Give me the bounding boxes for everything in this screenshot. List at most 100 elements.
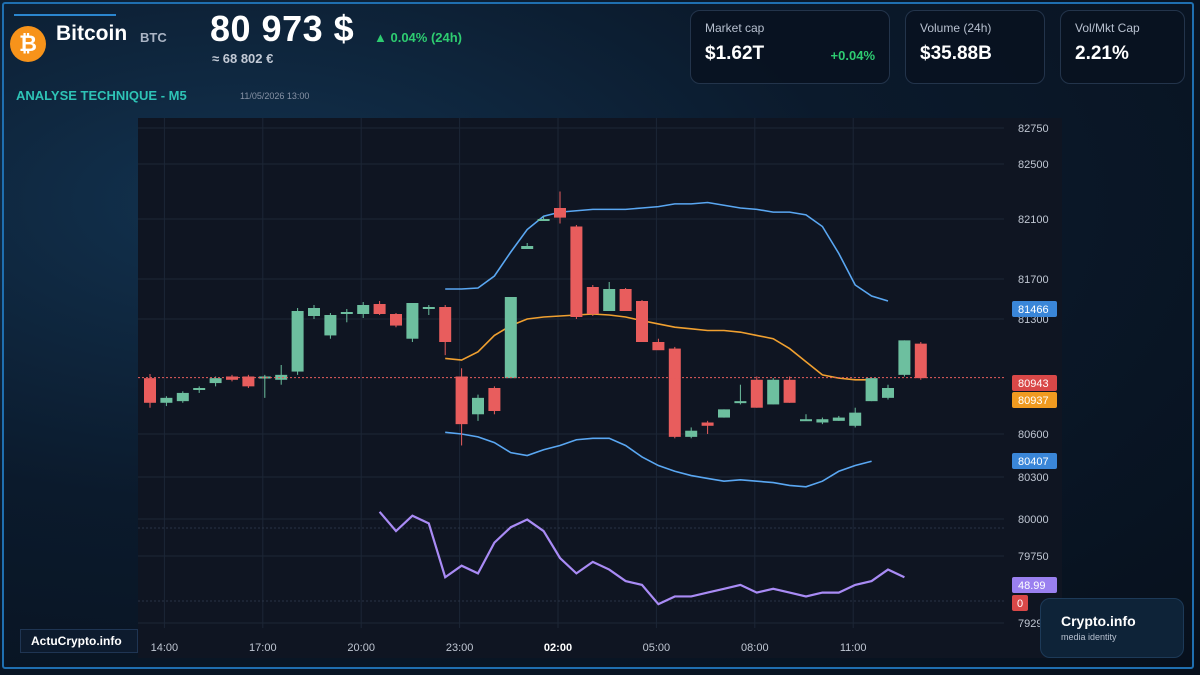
y-tick-label: 80300 <box>1018 472 1049 484</box>
candle-body <box>668 348 681 437</box>
candle-body <box>570 226 583 317</box>
candle-body <box>701 422 714 426</box>
candle-body <box>488 388 501 411</box>
zero-badge: 0 <box>1017 598 1023 610</box>
candle-body <box>308 308 320 316</box>
candle-body <box>898 340 911 375</box>
y-tick-label: 82100 <box>1018 214 1049 226</box>
x-tick-label: 05:00 <box>643 642 671 654</box>
candle-body <box>504 297 517 379</box>
x-tick-label: 17:00 <box>249 642 277 654</box>
chart-background <box>138 118 1062 658</box>
watermark-right: Crypto.info media identity <box>1040 598 1184 658</box>
y-tick-label: 82750 <box>1018 123 1049 135</box>
stat-value: 2.21% <box>1075 43 1129 64</box>
stat-label: Vol/Mkt Cap <box>1075 21 1140 35</box>
rsi-line <box>378 511 905 606</box>
coin-name: Bitcoin <box>56 22 128 45</box>
candle-body <box>586 287 599 314</box>
y-tick-label: 80000 <box>1018 514 1049 526</box>
candle-body <box>554 208 566 218</box>
price-eur: ≈ 68 802 € <box>212 51 274 66</box>
stat-card-market-cap: Market cap $1.62T +0.04% <box>690 10 890 84</box>
x-tick-label: 23:00 <box>446 642 474 654</box>
candle-body <box>422 307 435 309</box>
candle-body <box>685 430 698 437</box>
y-tick-label: 82500 <box>1018 159 1049 171</box>
candle-body <box>373 304 386 314</box>
candle-body <box>258 376 271 379</box>
candle-body <box>324 315 337 336</box>
stat-value: $35.88B <box>920 43 992 64</box>
candle-body <box>914 343 927 379</box>
x-tick-label: 20:00 <box>347 642 375 654</box>
candle-body <box>603 289 616 311</box>
bb-upper-badge-bg <box>1012 301 1057 317</box>
y-tick-label: 80600 <box>1018 429 1049 441</box>
candle-body <box>849 412 862 426</box>
chart-area: 82750 82500 82100 81700 81300 80600 80300 80000… <box>138 118 1062 658</box>
candle-body <box>865 378 878 402</box>
bb-upper-badge: 81466 <box>1018 304 1049 316</box>
candle-body <box>275 374 288 380</box>
candlestick-chart: 8275082500821008170081300806008030080000… <box>138 118 1062 658</box>
candle-body <box>144 378 156 403</box>
stat-label: Volume (24h) <box>920 21 992 35</box>
ma-badge-bg <box>1012 392 1057 408</box>
x-tick-label: 14:00 <box>151 642 179 654</box>
candle-body <box>783 379 796 403</box>
candle-body <box>242 376 255 387</box>
stat-card-volume: Volume (24h) $35.88B <box>905 10 1045 84</box>
candle-body <box>357 305 370 314</box>
zero-badge-bg <box>1012 595 1028 611</box>
candle-body <box>406 303 419 339</box>
bitcoin-logo-icon: ₿ <box>10 26 46 62</box>
y-tick-label: 81700 <box>1018 274 1049 286</box>
x-tick-label: 11:00 <box>840 642 867 654</box>
candle-body <box>767 379 780 405</box>
candle-body <box>619 289 632 311</box>
watermark-sub: media identity <box>1061 632 1117 642</box>
rsi-badge: 48.99 <box>1018 580 1046 592</box>
candle-body <box>537 219 550 221</box>
candle-body <box>209 378 222 384</box>
last-price-badge: 80943 <box>1018 378 1049 390</box>
price-change-24h: ▲ 0.04% (24h) <box>374 30 463 45</box>
candle-body <box>718 409 730 418</box>
candle-body <box>636 301 648 342</box>
candle-body <box>472 397 484 415</box>
x-tick-label: 08:00 <box>741 642 769 654</box>
candle-body <box>652 342 665 351</box>
bollinger-lower-line <box>445 431 872 488</box>
candle-body <box>439 307 452 342</box>
bollinger-upper-line <box>445 201 889 302</box>
watermark-name: Crypto.info <box>1061 613 1136 629</box>
coin-ticker: BTC <box>140 30 167 45</box>
frame-accent-line <box>14 14 116 16</box>
section-date: 11/05/2026 13:00 <box>240 91 310 101</box>
y-tick-label: 79750 <box>1018 551 1049 563</box>
price-usd: 80 973 $ <box>210 8 355 49</box>
x-tick-label: 02:00 <box>544 642 572 654</box>
candle-body <box>882 388 894 398</box>
bb-lower-badge: 80407 <box>1018 456 1049 468</box>
candle-body <box>340 312 353 314</box>
candle-body <box>291 311 304 372</box>
candle-body <box>750 379 763 408</box>
candle-body <box>390 314 402 326</box>
bb-lower-badge-bg <box>1012 453 1057 469</box>
candle-body <box>193 388 206 390</box>
stat-value: $1.62T <box>705 43 765 64</box>
stat-label: Market cap <box>705 21 765 35</box>
section-title: ANALYSE TECHNIQUE - M5 <box>16 88 187 103</box>
candle-body <box>455 376 468 425</box>
candle-body <box>816 419 829 423</box>
rsi-badge-bg <box>1012 577 1057 593</box>
watermark-left: ActuCrypto.info <box>20 629 138 653</box>
candle-body <box>832 417 845 421</box>
stat-delta: +0.04% <box>830 48 875 63</box>
candle-body <box>734 401 747 404</box>
ma-badge: 80937 <box>1018 395 1049 407</box>
candle-body <box>160 397 173 403</box>
